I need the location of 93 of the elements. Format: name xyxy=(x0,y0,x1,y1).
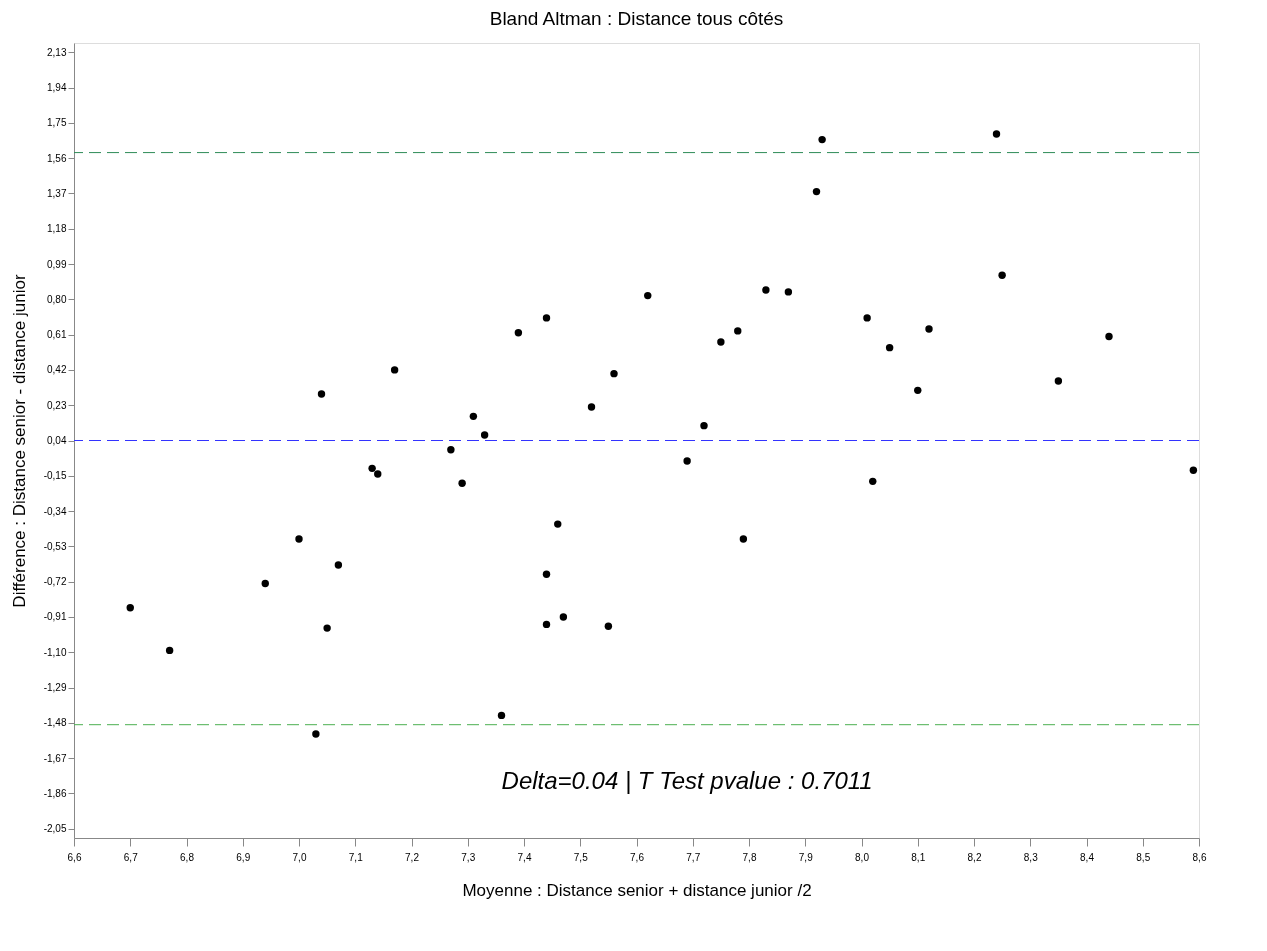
point xyxy=(390,366,399,374)
x-tick-label: 8,5 xyxy=(1136,851,1151,863)
point xyxy=(734,327,742,335)
point xyxy=(717,338,725,346)
x-tick-label: 8,6 xyxy=(1192,851,1207,863)
point xyxy=(542,314,551,322)
y-tick-label: 1,18 xyxy=(47,223,67,235)
x-tick-label: 7,6 xyxy=(630,851,645,863)
x-tick-label: 7,1 xyxy=(348,851,364,863)
point xyxy=(784,288,793,296)
x-axis-title: Moyenne : Distance senior + distance junior /2 xyxy=(462,880,812,900)
point xyxy=(469,412,478,421)
x-tick-label: 8,2 xyxy=(967,851,982,863)
point xyxy=(559,613,568,621)
x-tick-label: 7,4 xyxy=(517,851,532,863)
annotation: Delta=0.04 | T Test pvalue : 0.7011 xyxy=(501,767,873,795)
y-tick-label: 0,80 xyxy=(47,293,67,305)
y-tick-label: -0,53 xyxy=(43,540,67,552)
point xyxy=(514,329,523,337)
y-tick-label: -1,10 xyxy=(43,646,67,658)
chart-title: Bland Altman : Distance tous côtés xyxy=(489,8,784,29)
x-tick-label: 7,3 xyxy=(461,851,476,863)
point xyxy=(317,390,326,398)
point xyxy=(818,135,826,144)
y-tick-label: 0,23 xyxy=(47,399,67,411)
point xyxy=(885,343,894,352)
point xyxy=(165,646,174,655)
point xyxy=(683,457,691,465)
y-tick-label: -0,72 xyxy=(43,576,67,588)
x-tick-label: 6,7 xyxy=(123,851,139,863)
point xyxy=(762,286,770,294)
y-tick-label: 1,75 xyxy=(47,117,67,129)
point xyxy=(542,620,551,629)
y-tick-label: -1,29 xyxy=(43,682,67,694)
y-tick-label: 0,61 xyxy=(47,329,67,341)
point xyxy=(739,535,748,543)
point xyxy=(1105,332,1113,341)
point xyxy=(312,730,320,738)
y-tick-label: 0,42 xyxy=(47,364,67,376)
point xyxy=(542,570,551,578)
x-tick-label: 7,8 xyxy=(742,851,757,863)
point xyxy=(295,535,303,543)
x-tick-label: 7,9 xyxy=(798,851,814,863)
point xyxy=(447,446,455,454)
point xyxy=(458,479,466,487)
x-tick-label: 6,9 xyxy=(236,851,251,863)
y-tick-label: 1,94 xyxy=(47,82,67,94)
point xyxy=(604,622,613,630)
point xyxy=(914,386,922,395)
point xyxy=(812,187,821,196)
point xyxy=(869,477,877,486)
x-tick-label: 7,2 xyxy=(405,851,420,863)
x-tick-label: 8,3 xyxy=(1023,851,1039,863)
point xyxy=(480,431,489,439)
y-tick-label: -1,48 xyxy=(43,717,67,729)
point xyxy=(610,369,618,378)
x-tick-label: 7,7 xyxy=(686,851,701,863)
point xyxy=(368,464,376,473)
point xyxy=(700,421,708,430)
point xyxy=(998,271,1006,279)
x-tick-label: 6,8 xyxy=(180,851,195,863)
x-tick-label: 7,0 xyxy=(292,851,307,863)
point xyxy=(374,470,382,478)
y-tick-label: -1,86 xyxy=(43,787,67,799)
x-tick-label: 8,4 xyxy=(1080,851,1095,863)
x-tick-label: 8,0 xyxy=(855,851,870,863)
point xyxy=(497,711,506,720)
y-tick-label: -2,05 xyxy=(43,823,67,835)
y-tick-label: -0,15 xyxy=(43,470,67,482)
point xyxy=(863,314,871,322)
point xyxy=(334,561,343,569)
point xyxy=(644,291,652,300)
y-tick-label: 2,13 xyxy=(47,46,67,58)
x-tick-label: 8,1 xyxy=(911,851,926,863)
point xyxy=(261,579,269,588)
point xyxy=(323,624,331,632)
point xyxy=(992,130,1001,138)
point xyxy=(126,603,134,612)
y-tick-label: 1,37 xyxy=(47,187,67,199)
y-tick-label: -0,91 xyxy=(43,611,67,623)
y-tick-label: 1,56 xyxy=(47,152,67,164)
x-tick-label: 7,5 xyxy=(573,851,589,863)
x-tick-label: 6,6 xyxy=(67,851,82,863)
y-tick-label: 0,99 xyxy=(47,258,67,270)
point xyxy=(1054,377,1063,385)
y-tick-label: 0,04 xyxy=(47,435,67,446)
y-axis-title: Différence : Distance senior - distance junior xyxy=(9,274,29,608)
y-tick-label: -0,34 xyxy=(43,505,67,517)
y-tick-label: -1,67 xyxy=(43,752,67,764)
point xyxy=(554,520,562,528)
point xyxy=(587,403,596,411)
point xyxy=(1189,466,1198,474)
point xyxy=(925,325,933,333)
